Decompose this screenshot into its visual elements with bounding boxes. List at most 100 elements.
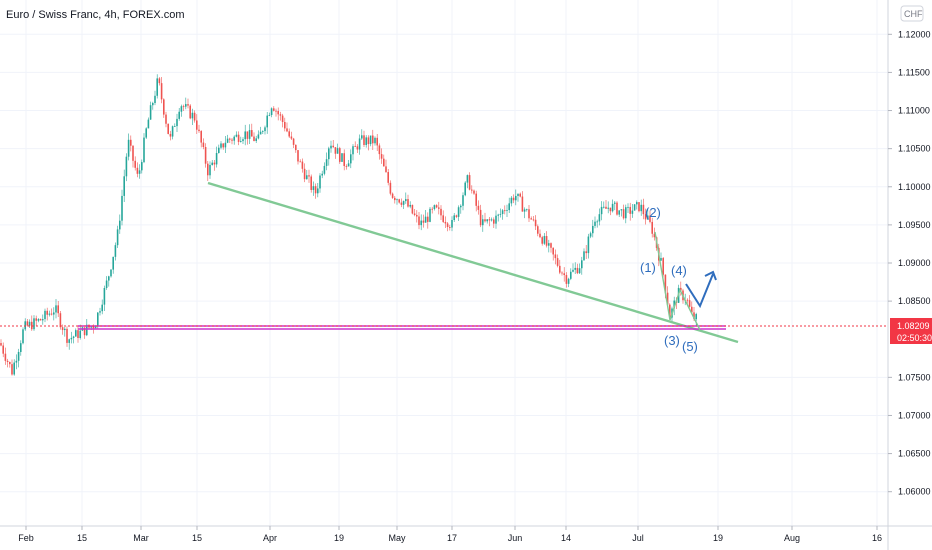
candle-body bbox=[275, 110, 277, 112]
candle-body bbox=[185, 104, 187, 107]
candle-body bbox=[528, 209, 530, 219]
candle-body bbox=[303, 168, 306, 180]
candle-body bbox=[152, 103, 154, 106]
candle-body bbox=[123, 176, 125, 196]
candle-body bbox=[253, 136, 255, 142]
time-tick-label: Aug bbox=[784, 533, 800, 543]
candle-body bbox=[11, 364, 13, 375]
candle-body bbox=[86, 324, 88, 336]
candle-body bbox=[596, 221, 598, 223]
candle-body bbox=[471, 189, 473, 191]
candle-body bbox=[240, 141, 242, 142]
candle-body bbox=[191, 112, 194, 119]
candle-body bbox=[319, 175, 321, 189]
time-tick-label: 19 bbox=[334, 533, 344, 543]
candle-body bbox=[171, 126, 174, 137]
time-tick-label: 15 bbox=[192, 533, 202, 543]
candle-body bbox=[605, 206, 607, 209]
candle-body bbox=[673, 300, 675, 309]
projection-arrow bbox=[685, 273, 714, 309]
candle-body bbox=[222, 143, 224, 148]
candle-body bbox=[413, 213, 416, 215]
candle-body bbox=[435, 205, 438, 208]
wave-label-4: (4) bbox=[671, 263, 687, 278]
candle-body bbox=[572, 269, 574, 272]
candle-body bbox=[204, 147, 207, 164]
candle-body bbox=[420, 220, 422, 226]
candle-body bbox=[176, 118, 178, 127]
candle-body bbox=[44, 310, 46, 320]
candle-body bbox=[50, 313, 53, 315]
candle-body bbox=[543, 236, 546, 244]
candle-body bbox=[411, 204, 414, 214]
candle-body bbox=[202, 142, 205, 148]
candle-body bbox=[477, 205, 480, 210]
candle-body bbox=[576, 267, 579, 274]
candle-body bbox=[686, 299, 689, 301]
candle-body bbox=[33, 318, 35, 330]
candle-body bbox=[112, 256, 114, 270]
candle-body bbox=[369, 135, 372, 145]
candle-body bbox=[570, 271, 572, 279]
time-tick-label: Mar bbox=[133, 533, 149, 543]
time-tick-label: Jun bbox=[508, 533, 523, 543]
candle-body bbox=[647, 215, 649, 220]
candle-body bbox=[449, 227, 451, 228]
candle-body bbox=[59, 313, 62, 328]
candle-body bbox=[616, 202, 618, 215]
candle-body bbox=[508, 203, 510, 211]
candle-body bbox=[444, 221, 447, 224]
candle-body bbox=[488, 219, 491, 221]
candle-body bbox=[70, 337, 73, 340]
candle-body bbox=[229, 138, 231, 140]
candle-body bbox=[83, 327, 86, 336]
candle-body bbox=[163, 99, 165, 115]
price-axis: 1.12000 1.11500 1.11000 1.10500 1.10000 1.095… bbox=[888, 29, 931, 497]
candle-body bbox=[556, 258, 559, 266]
candle-body bbox=[521, 196, 524, 212]
candle-body bbox=[310, 176, 312, 190]
candle-body bbox=[2, 345, 4, 354]
candle-body bbox=[581, 260, 583, 269]
candle-body bbox=[662, 258, 664, 275]
time-tick-label: 14 bbox=[561, 533, 571, 543]
candle-body bbox=[154, 95, 156, 104]
candle-body bbox=[297, 150, 299, 162]
candle-body bbox=[6, 360, 9, 362]
candle-body bbox=[325, 159, 328, 166]
candle-body bbox=[343, 153, 345, 167]
candle-body bbox=[339, 148, 341, 162]
candle-body bbox=[189, 105, 191, 119]
candle-body bbox=[550, 243, 552, 248]
candle-body bbox=[295, 144, 297, 151]
candle-body bbox=[143, 137, 145, 163]
candle-body bbox=[554, 254, 557, 259]
candle-body bbox=[427, 216, 429, 222]
candle-body bbox=[422, 220, 425, 223]
candle-body bbox=[517, 193, 519, 196]
candle-body bbox=[301, 161, 304, 169]
time-tick-label: 15 bbox=[77, 533, 87, 543]
candle-body bbox=[532, 219, 535, 221]
candle-body bbox=[438, 207, 440, 209]
currency-button[interactable] bbox=[900, 5, 924, 22]
candle-body bbox=[523, 209, 526, 212]
candle-body bbox=[618, 210, 620, 215]
candle-body bbox=[328, 148, 330, 160]
candle-body bbox=[391, 193, 394, 198]
candle-body bbox=[649, 215, 651, 222]
candle-body bbox=[39, 319, 42, 321]
candle-body bbox=[116, 229, 119, 246]
candle-body bbox=[631, 210, 634, 214]
candle-body bbox=[526, 209, 528, 211]
countdown: 02:50:30 bbox=[897, 333, 932, 343]
candle-body bbox=[317, 188, 319, 194]
candle-body bbox=[246, 131, 249, 139]
candle-body bbox=[352, 146, 354, 155]
candle-body bbox=[594, 221, 596, 226]
candle-body bbox=[365, 137, 367, 145]
last-price-tag bbox=[890, 318, 932, 344]
candle-body bbox=[66, 328, 68, 343]
candle-body bbox=[0, 343, 2, 346]
candle-body bbox=[341, 153, 343, 162]
